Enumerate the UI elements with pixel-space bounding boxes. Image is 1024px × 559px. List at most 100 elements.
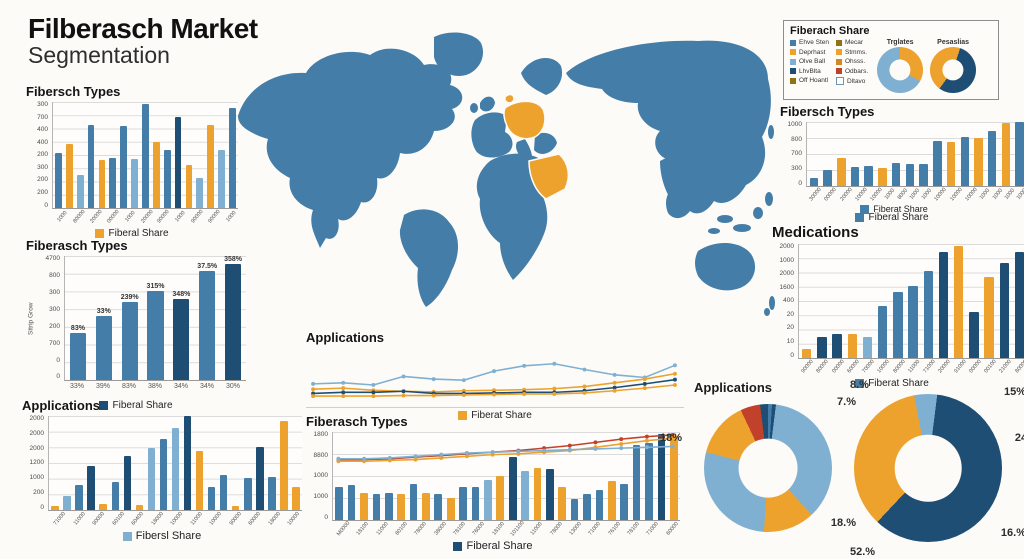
bar (823, 170, 832, 186)
bar (484, 479, 492, 520)
y-tick-label: 1000 (29, 474, 44, 481)
y-tick-label: 2000 (779, 243, 794, 250)
y-tick-label: 1000 (787, 121, 802, 128)
bar-slot (242, 416, 254, 510)
chart-fibersch-types-right: Fibersch Types 1000 800 700 300 0 30000 00000 2… (780, 104, 1024, 214)
legend-label: Olve Ball (799, 58, 826, 65)
bar (832, 334, 842, 358)
legend-label: Fibersl Share (135, 530, 202, 542)
legend-swatch (790, 77, 796, 84)
bar (75, 484, 83, 510)
bar (862, 337, 873, 358)
y-tick-label: 300 (37, 163, 48, 171)
legend-label: Fiberal Share (868, 212, 929, 223)
bar-slot (494, 432, 506, 520)
donut-title: Trglates (886, 39, 914, 46)
donut-percent-label: 18% (660, 432, 683, 445)
bar-value-label: 315% (146, 282, 165, 290)
bar-slot: 358% (220, 256, 246, 380)
legend: Fibersl Share (22, 530, 302, 542)
y-tick-label: 0 (40, 503, 44, 511)
bar-slot (169, 416, 181, 510)
chart-fiberasch-types-bottom-middle: Fiberasch Types 1800 8800 1000 1000 0 M0000 18… (306, 414, 680, 552)
x-axis-labels: 1000 80000 20000 00000 1000 20000 90000 1000 900… (52, 209, 238, 226)
legend-swatch (790, 39, 796, 46)
bar-slot (151, 102, 162, 208)
legend-label: Ehve Sten (799, 39, 829, 46)
world-map (238, 32, 775, 316)
bar-slot (506, 432, 518, 520)
bar (999, 263, 1009, 358)
bar (360, 492, 368, 520)
donut-percent-label: 52.% (850, 546, 876, 558)
legend-top: Fiberal Share (772, 212, 1012, 223)
bar (218, 149, 225, 208)
legend-swatch (836, 39, 842, 46)
group-title: Applications (694, 380, 773, 395)
y-axis: 2000 1000 2000 1600 400 20 20 10 0 (772, 243, 796, 359)
bar-slot (606, 432, 618, 520)
bar (135, 505, 144, 510)
chart-title: Fibersch Types (780, 104, 875, 119)
y-tick-label: 0 (44, 201, 48, 209)
bar (919, 164, 928, 186)
bar (459, 486, 467, 520)
bar (121, 301, 138, 380)
bar-slot (75, 102, 86, 208)
legend-swatch (860, 204, 870, 214)
applications-donuts-group: Applications 18% 7.% 18.% 8.% 15% 24.% 16.% 52… (656, 378, 1024, 558)
bar-slot (121, 416, 133, 510)
y-tick-label: 400 (37, 138, 48, 146)
bar-slot (278, 416, 290, 510)
bar-slot (85, 416, 97, 510)
y-tick-label: 2000 (779, 270, 794, 278)
x-axis-labels: 30000 00000 20000 10000 10000 1000 8000 1000 100… (806, 187, 1024, 204)
bars (333, 432, 680, 520)
y-tick-label: 300 (49, 288, 60, 296)
bar-slot (162, 102, 173, 208)
y-tick-label: 1000 (313, 472, 328, 480)
bar-plot: 1000 800 700 300 0 30000 00000 20000 10000 10000 1… (780, 121, 1024, 204)
y-tick-label: 0 (324, 513, 328, 521)
bar-slot (972, 122, 986, 186)
fiberach-share-panel: Fiberach Share Ehve Sten Deprhast Olve Bal… (783, 20, 999, 100)
bar (87, 125, 95, 208)
y-axis: 4700 800 300 300 200 700 0 0 (38, 255, 62, 381)
bar-slot (205, 102, 216, 208)
share-legend-item: Odbars. (836, 68, 868, 75)
bar-value-label: 37.5% (197, 262, 218, 270)
bar (878, 168, 887, 186)
bar (109, 158, 117, 208)
bar (159, 438, 168, 510)
share-legend-column-1: Ehve Sten Deprhast Olve Ball LhvBlta Off Hoa… (790, 39, 829, 84)
bar-slot (230, 416, 242, 510)
combo-plot: 1800 8800 1000 1000 0 M0000 18100 11000 80100 780… (306, 431, 680, 538)
bar (809, 177, 819, 186)
y-tick-label: 0 (56, 373, 60, 381)
bar (87, 465, 95, 510)
bar-slot (997, 244, 1012, 358)
bars (807, 122, 1024, 186)
x-axis-labels: 33% 39% 83% 38% 34% 34% 30% (64, 381, 246, 398)
bar-slot (643, 432, 655, 520)
bar (946, 141, 956, 186)
map-highlighted-regions (503, 93, 570, 200)
bar-slot (618, 432, 630, 520)
chart-title: Fiberasch Types (306, 414, 408, 429)
bar (95, 315, 112, 380)
bar (65, 144, 73, 208)
chart-title: Medications (772, 224, 859, 241)
legend-swatch (453, 541, 463, 551)
bar (908, 286, 918, 358)
legend-label: Deprhast (799, 48, 826, 56)
bar-slot (519, 432, 531, 520)
bar-slot (469, 432, 481, 520)
legend: Fiberal Share (306, 540, 680, 552)
share-legend-column-2: Mecar Stmms. Ohsss. Odbars. Dltavo (836, 39, 868, 85)
bar-slot (482, 432, 494, 520)
donut-hole (889, 59, 911, 81)
bar (891, 162, 901, 186)
legend-swatch (790, 58, 796, 65)
bar-slot (216, 102, 227, 208)
legend-swatch (95, 229, 105, 238)
